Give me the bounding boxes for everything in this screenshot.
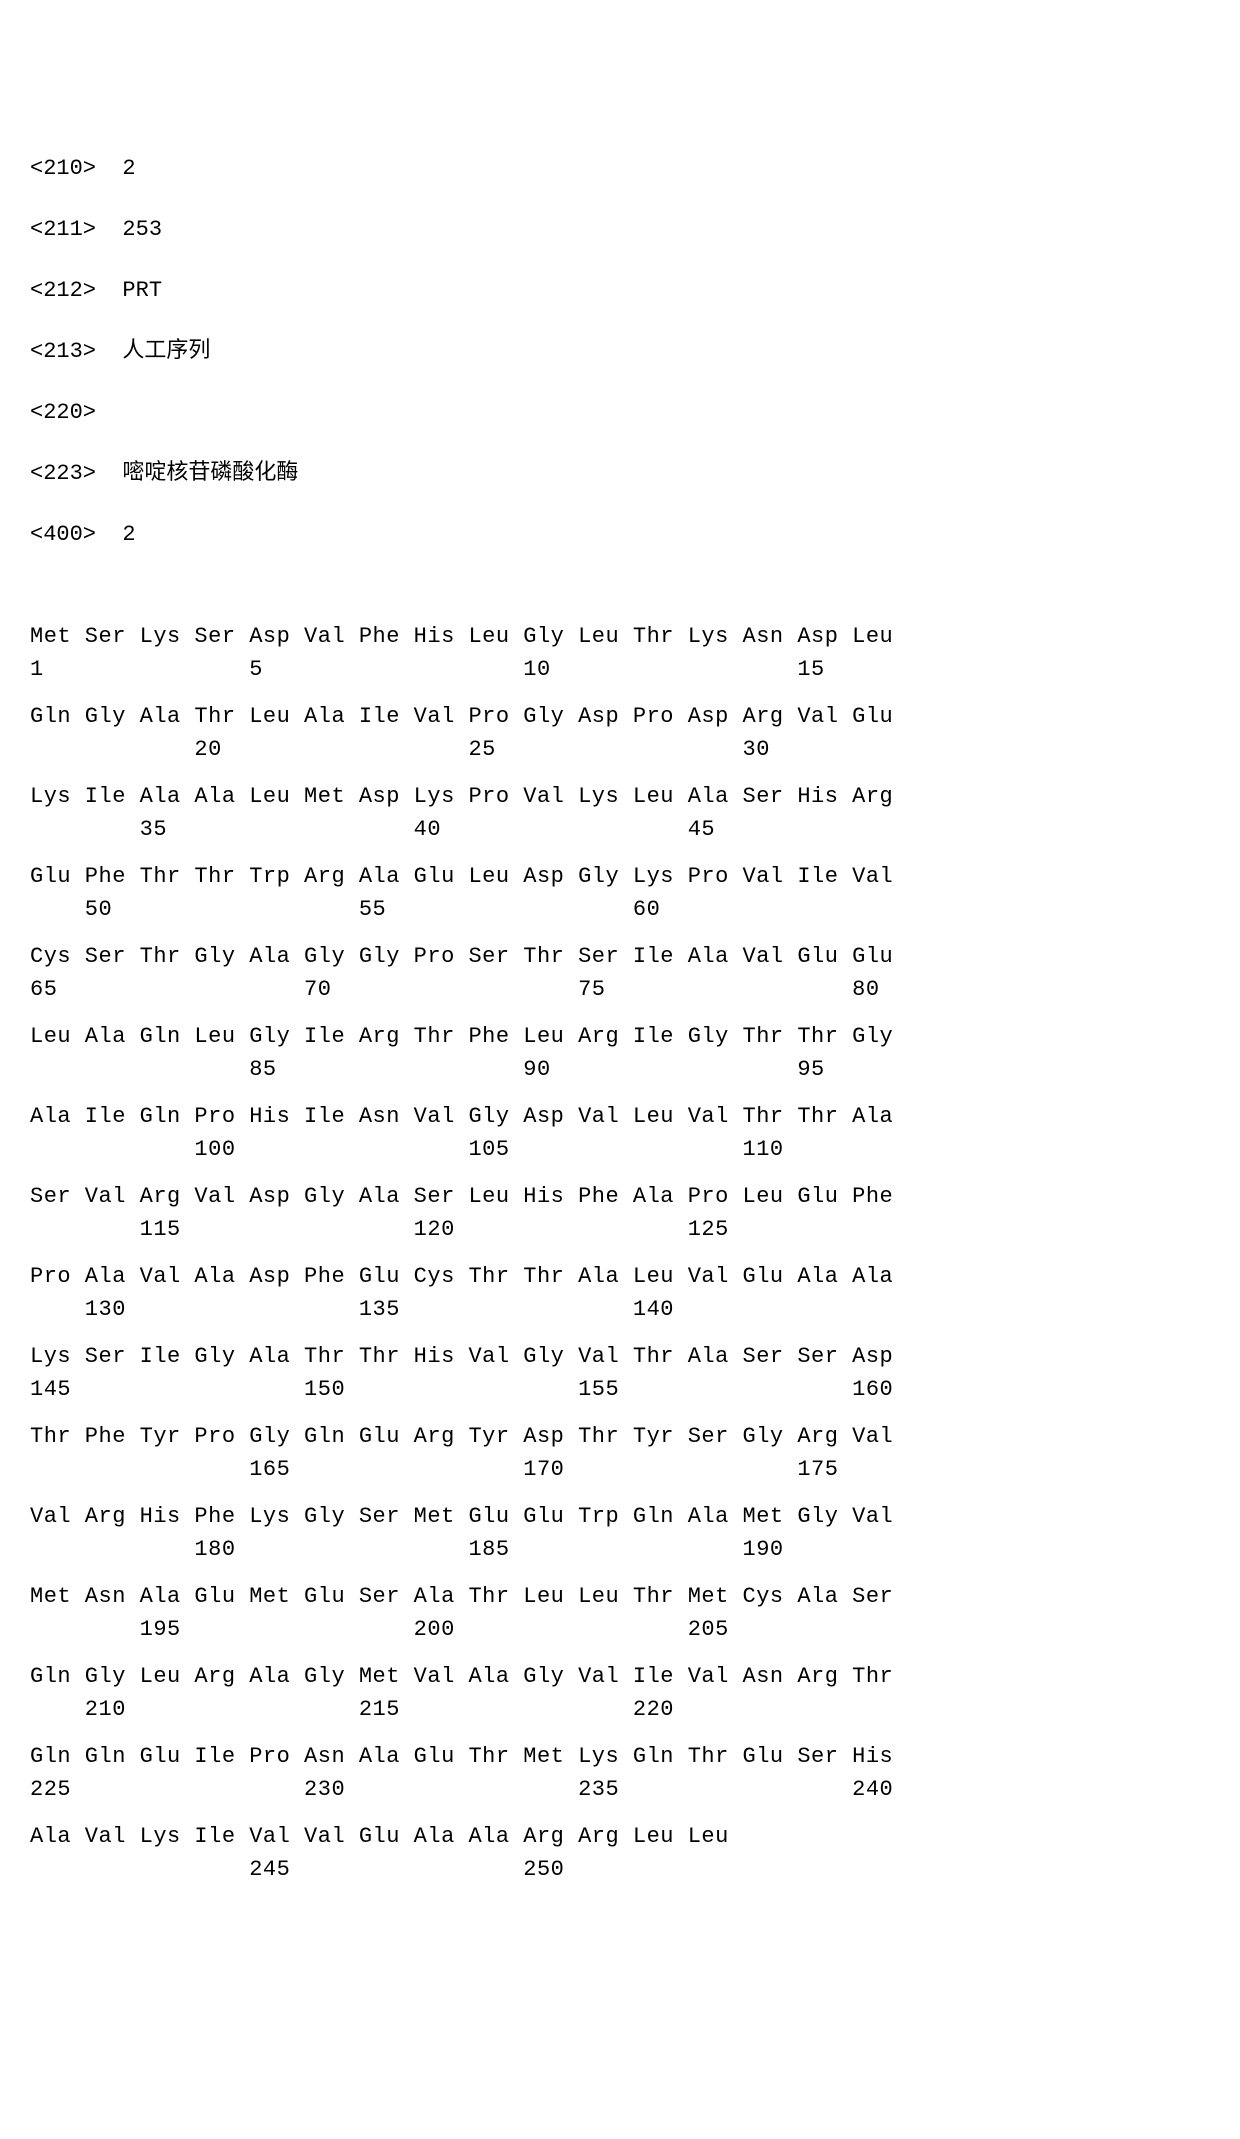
residue-row: Gln Gly Leu Arg Ala Gly Met Val Ala Gly …: [30, 1660, 1210, 1693]
sequence-row: Gln Gly Ala Thr Leu Ala Ile Val Pro Gly …: [30, 700, 1210, 766]
residue-row: Cys Ser Thr Gly Ala Gly Gly Pro Ser Thr …: [30, 940, 1210, 973]
position-row: 1 5 10 15: [30, 653, 1210, 686]
position-row: 180 185 190: [30, 1533, 1210, 1566]
residue-row: Met Asn Ala Glu Met Glu Ser Ala Thr Leu …: [30, 1580, 1210, 1613]
sequence-listing: Met Ser Lys Ser Asp Val Phe His Leu Gly …: [30, 620, 1210, 1886]
header-line: <213> 人工序列: [30, 335, 1210, 368]
sequence-row: Glu Phe Thr Thr Trp Arg Ala Glu Leu Asp …: [30, 860, 1210, 926]
residue-row: Ala Val Lys Ile Val Val Glu Ala Ala Arg …: [30, 1820, 1210, 1853]
sequence-row: Cys Ser Thr Gly Ala Gly Gly Pro Ser Thr …: [30, 940, 1210, 1006]
residue-row: Gln Gln Glu Ile Pro Asn Ala Glu Thr Met …: [30, 1740, 1210, 1773]
header-line: <223> 嘧啶核苷磷酸化酶: [30, 457, 1210, 490]
residue-row: Glu Phe Thr Thr Trp Arg Ala Glu Leu Asp …: [30, 860, 1210, 893]
sequence-row: Gln Gln Glu Ile Pro Asn Ala Glu Thr Met …: [30, 1740, 1210, 1806]
sequence-row: Ala Val Lys Ile Val Val Glu Ala Ala Arg …: [30, 1820, 1210, 1886]
residue-row: Gln Gly Ala Thr Leu Ala Ile Val Pro Gly …: [30, 700, 1210, 733]
residue-row: Ser Val Arg Val Asp Gly Ala Ser Leu His …: [30, 1180, 1210, 1213]
position-row: 50 55 60: [30, 893, 1210, 926]
header-line: <210> 2: [30, 152, 1210, 185]
position-row: 145 150 155 160: [30, 1373, 1210, 1406]
position-row: 165 170 175: [30, 1453, 1210, 1486]
position-row: 85 90 95: [30, 1053, 1210, 1086]
sequence-row: Lys Ile Ala Ala Leu Met Asp Lys Pro Val …: [30, 780, 1210, 846]
sequence-headers: <210> 2 <211> 253 <212> PRT <213> 人工序列 <220>…: [30, 152, 1210, 551]
position-row: 115 120 125: [30, 1213, 1210, 1246]
residue-row: Val Arg His Phe Lys Gly Ser Met Glu Glu …: [30, 1500, 1210, 1533]
residue-row: Lys Ile Ala Ala Leu Met Asp Lys Pro Val …: [30, 780, 1210, 813]
position-row: 225 230 235 240: [30, 1773, 1210, 1806]
residue-row: Thr Phe Tyr Pro Gly Gln Glu Arg Tyr Asp …: [30, 1420, 1210, 1453]
position-row: 20 25 30: [30, 733, 1210, 766]
residue-row: Met Ser Lys Ser Asp Val Phe His Leu Gly …: [30, 620, 1210, 653]
residue-row: Leu Ala Gln Leu Gly Ile Arg Thr Phe Leu …: [30, 1020, 1210, 1053]
sequence-row: Met Asn Ala Glu Met Glu Ser Ala Thr Leu …: [30, 1580, 1210, 1646]
position-row: 245 250: [30, 1853, 1210, 1886]
sequence-row: Ser Val Arg Val Asp Gly Ala Ser Leu His …: [30, 1180, 1210, 1246]
sequence-row: Thr Phe Tyr Pro Gly Gln Glu Arg Tyr Asp …: [30, 1420, 1210, 1486]
residue-row: Pro Ala Val Ala Asp Phe Glu Cys Thr Thr …: [30, 1260, 1210, 1293]
sequence-row: Lys Ser Ile Gly Ala Thr Thr His Val Gly …: [30, 1340, 1210, 1406]
position-row: 35 40 45: [30, 813, 1210, 846]
position-row: 195 200 205: [30, 1613, 1210, 1646]
position-row: 100 105 110: [30, 1133, 1210, 1166]
sequence-row: Met Ser Lys Ser Asp Val Phe His Leu Gly …: [30, 620, 1210, 686]
sequence-row: Gln Gly Leu Arg Ala Gly Met Val Ala Gly …: [30, 1660, 1210, 1726]
header-line: <211> 253: [30, 213, 1210, 246]
residue-row: Ala Ile Gln Pro His Ile Asn Val Gly Asp …: [30, 1100, 1210, 1133]
sequence-row: Ala Ile Gln Pro His Ile Asn Val Gly Asp …: [30, 1100, 1210, 1166]
sequence-row: Val Arg His Phe Lys Gly Ser Met Glu Glu …: [30, 1500, 1210, 1566]
header-line: <212> PRT: [30, 274, 1210, 307]
residue-row: Lys Ser Ile Gly Ala Thr Thr His Val Gly …: [30, 1340, 1210, 1373]
position-row: 65 70 75 80: [30, 973, 1210, 1006]
position-row: 210 215 220: [30, 1693, 1210, 1726]
sequence-row: Leu Ala Gln Leu Gly Ile Arg Thr Phe Leu …: [30, 1020, 1210, 1086]
header-line: <400> 2: [30, 518, 1210, 551]
position-row: 130 135 140: [30, 1293, 1210, 1326]
sequence-row: Pro Ala Val Ala Asp Phe Glu Cys Thr Thr …: [30, 1260, 1210, 1326]
header-line: <220>: [30, 396, 1210, 429]
